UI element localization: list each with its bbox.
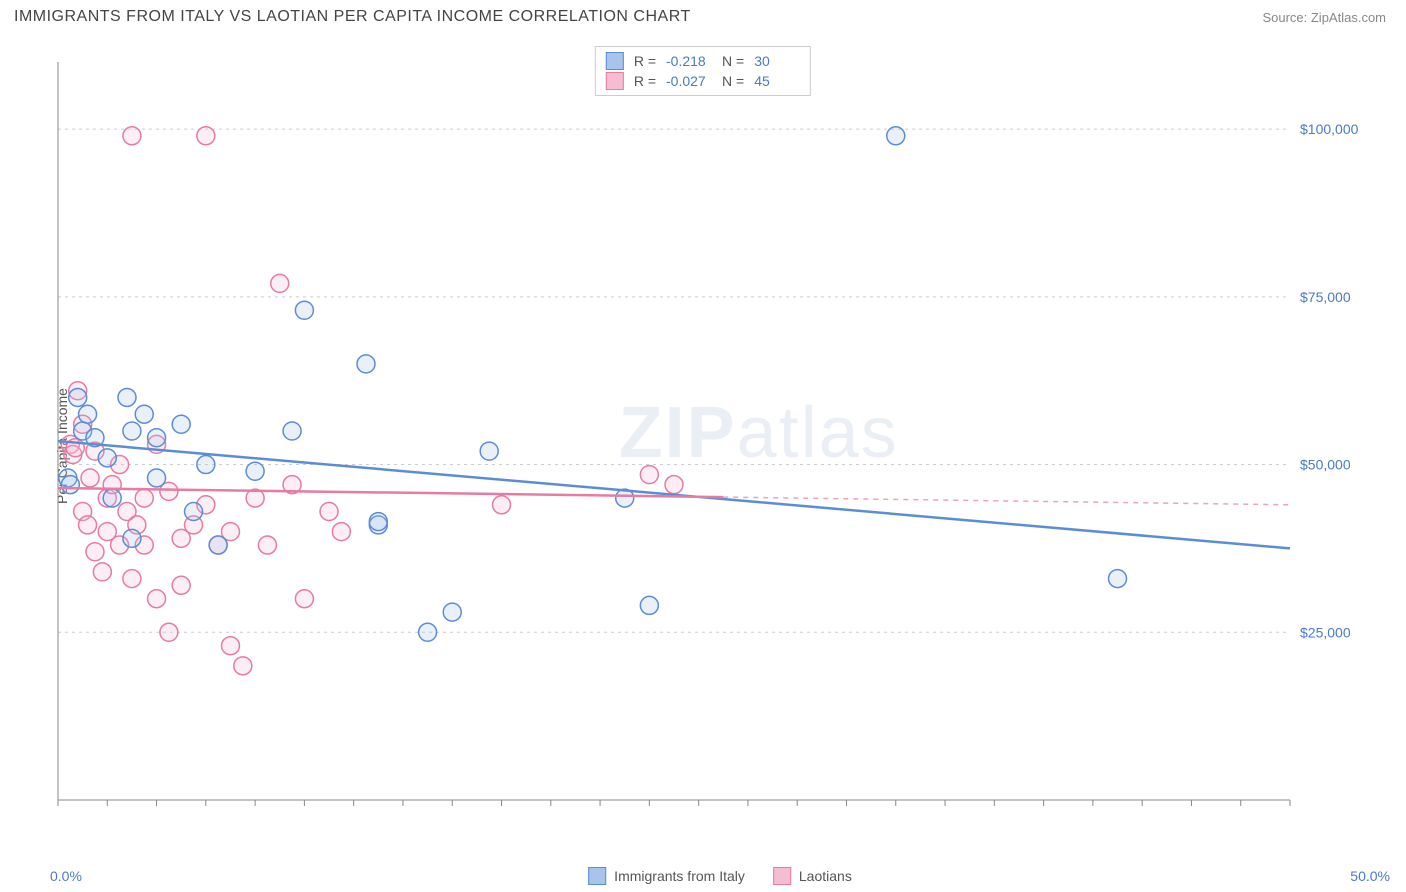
x-axis-row: 0.0% Immigrants from Italy Laotians 50.0… (50, 868, 1390, 884)
legend-item-laotians: Laotians (773, 867, 852, 885)
x-axis-max: 50.0% (1350, 868, 1390, 884)
n-label: N = (722, 73, 744, 89)
stats-legend: R = -0.218 N = 30 R = -0.027 N = 45 (595, 46, 811, 96)
swatch-laotians (606, 72, 624, 90)
svg-text:$75,000: $75,000 (1300, 289, 1351, 305)
page-title: IMMIGRANTS FROM ITALY VS LAOTIAN PER CAP… (14, 8, 691, 26)
legend-label-laotians: Laotians (799, 868, 852, 884)
r-label: R = (634, 53, 656, 69)
legend-swatch-laotians (773, 867, 791, 885)
correlation-scatter-chart: $25,000 $50,000 $75,000 $100,000 (50, 50, 1390, 830)
n-label: N = (722, 53, 744, 69)
n-value-laotians: 45 (754, 73, 800, 89)
title-row: IMMIGRANTS FROM ITALY VS LAOTIAN PER CAP… (0, 0, 1406, 30)
x-axis-min: 0.0% (50, 868, 82, 884)
svg-text:$50,000: $50,000 (1300, 457, 1351, 473)
svg-text:$25,000: $25,000 (1300, 624, 1351, 640)
bottom-legend: Immigrants from Italy Laotians (588, 867, 852, 885)
svg-text:$100,000: $100,000 (1300, 121, 1359, 137)
swatch-italy (606, 52, 624, 70)
n-value-italy: 30 (754, 53, 800, 69)
r-value-laotians: -0.027 (666, 73, 712, 89)
r-label: R = (634, 73, 656, 89)
legend-swatch-italy (588, 867, 606, 885)
source-label: Source: ZipAtlas.com (1262, 10, 1386, 25)
stats-row-italy: R = -0.218 N = 30 (606, 51, 800, 71)
r-value-italy: -0.218 (666, 53, 712, 69)
legend-item-italy: Immigrants from Italy (588, 867, 745, 885)
legend-label-italy: Immigrants from Italy (614, 868, 745, 884)
stats-row-laotians: R = -0.027 N = 45 (606, 71, 800, 91)
